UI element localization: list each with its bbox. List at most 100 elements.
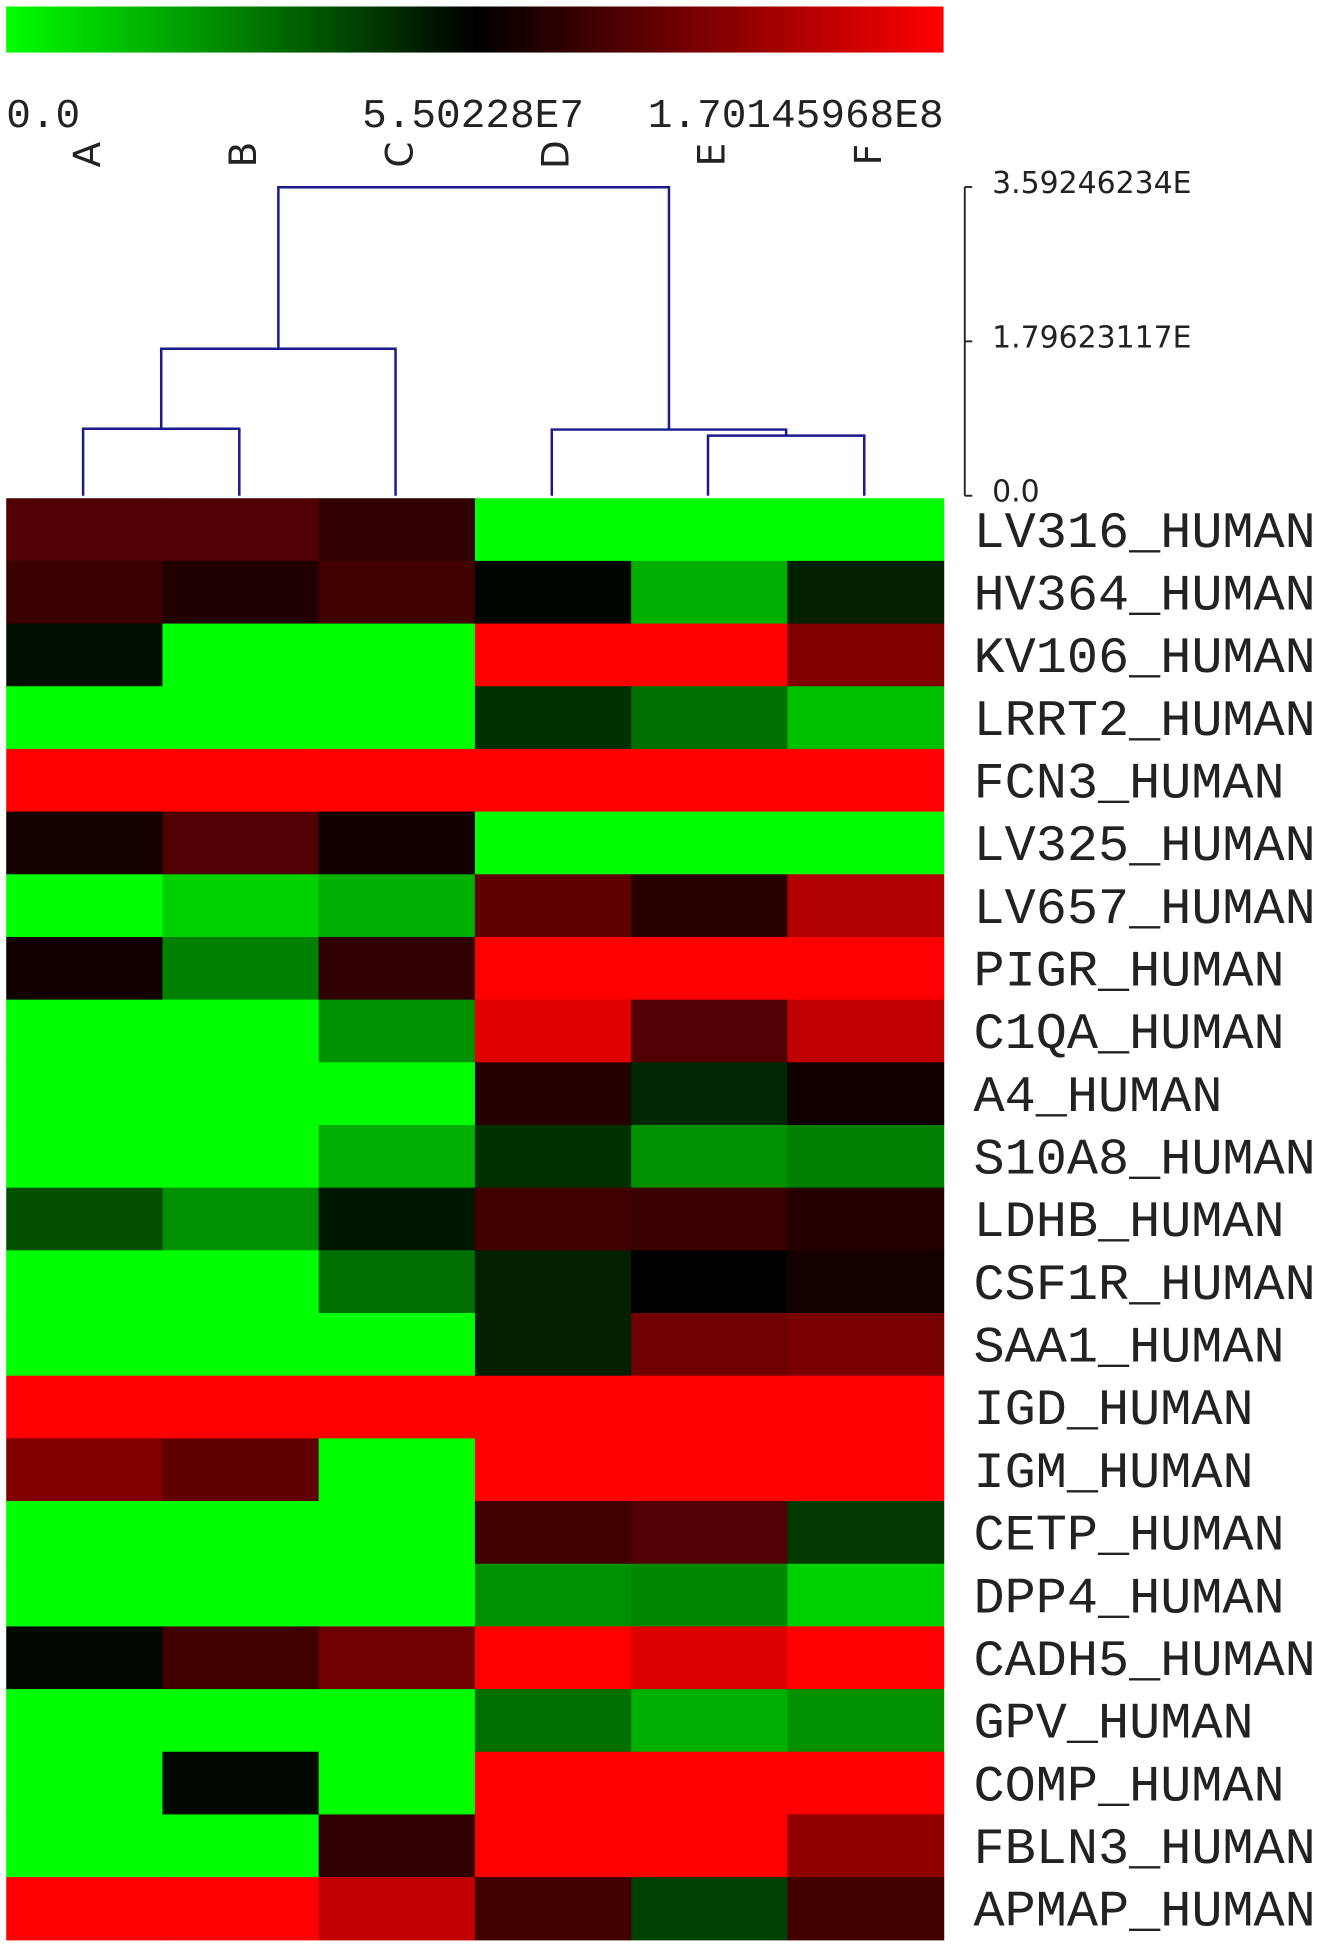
heatmap-cell xyxy=(631,1877,788,1941)
colorbar-label: 0.0 xyxy=(6,94,80,140)
heatmap-cell xyxy=(787,1375,945,1439)
heatmap-cell xyxy=(6,874,164,938)
heatmap-cell xyxy=(631,1375,788,1439)
row-label: GPV_HUMAN xyxy=(973,1697,1253,1754)
heatmap-cell xyxy=(474,748,632,813)
heatmap-cell xyxy=(631,1501,788,1565)
heatmap-cell xyxy=(631,623,788,687)
column-label: D xyxy=(534,140,578,169)
row-label: APMAP_HUMAN xyxy=(973,1885,1315,1942)
heatmap-cell xyxy=(787,686,945,750)
row-label: KV106_HUMAN xyxy=(973,631,1315,688)
heatmap-cell xyxy=(6,748,164,813)
row-label: C1QA_HUMAN xyxy=(973,1007,1284,1064)
heatmap-cell xyxy=(162,686,320,750)
heatmap-cell xyxy=(787,560,945,625)
heatmap-cell xyxy=(474,811,632,875)
row-label: LRRT2_HUMAN xyxy=(973,694,1315,751)
heatmap-cell xyxy=(6,1187,164,1251)
heatmap-cell xyxy=(318,936,476,1001)
heatmap-cell xyxy=(6,1814,164,1878)
heatmap-cell xyxy=(162,1501,320,1565)
heatmap-cell xyxy=(318,1751,476,1816)
heatmap-cell xyxy=(474,1689,632,1753)
dendrogram-link xyxy=(706,434,866,496)
heatmap-cell xyxy=(6,1563,164,1628)
heatmap-cell xyxy=(474,1751,632,1816)
row-label: IGD_HUMAN xyxy=(973,1383,1253,1440)
heatmap-cell xyxy=(162,874,320,938)
heatmap-cell xyxy=(474,1187,632,1251)
heatmap-cell xyxy=(631,1250,788,1314)
heatmap-cell xyxy=(474,1124,632,1189)
heatmap-cell xyxy=(162,1438,320,1502)
heatmap-cell xyxy=(6,999,164,1063)
scale-label: 1.79623117E xyxy=(992,320,1191,355)
heatmap-cell xyxy=(474,623,632,687)
heatmap-cell xyxy=(631,1814,788,1878)
heatmap-cell xyxy=(318,811,476,875)
heatmap-cell xyxy=(6,623,164,687)
heatmap-cell xyxy=(787,1438,945,1502)
heatmap-cell xyxy=(6,811,164,875)
heatmap-cell xyxy=(318,1689,476,1753)
heatmap-cell xyxy=(474,936,632,1001)
heatmap-cell xyxy=(6,936,164,1001)
heatmap-cell xyxy=(787,1877,945,1941)
row-label: A4_HUMAN xyxy=(973,1070,1222,1127)
row-label: PIGR_HUMAN xyxy=(973,945,1284,1002)
heatmap-cell xyxy=(162,936,320,1001)
heatmap-cell xyxy=(474,999,632,1063)
heatmap-cell xyxy=(318,1877,476,1941)
heatmap-cell xyxy=(631,1438,788,1502)
heatmap-cell xyxy=(631,874,788,938)
heatmap-cell xyxy=(787,811,945,875)
row-label: LDHB_HUMAN xyxy=(973,1195,1284,1252)
heatmap-cell xyxy=(474,560,632,625)
dendrogram-link xyxy=(81,427,241,496)
heatmap-cell xyxy=(6,498,164,562)
row-label: CADH5_HUMAN xyxy=(973,1634,1315,1691)
heatmap-cell xyxy=(162,1250,320,1314)
column-label: E xyxy=(690,143,734,167)
row-label: COMP_HUMAN xyxy=(973,1759,1284,1816)
heatmap-cell xyxy=(6,1250,164,1314)
heatmap-cell xyxy=(162,1375,320,1439)
heatmap-cell xyxy=(162,560,320,625)
heatmap-cell xyxy=(787,748,945,813)
row-label: LV316_HUMAN xyxy=(973,506,1315,563)
heatmap-cell xyxy=(318,1375,476,1439)
row-label: S10A8_HUMAN xyxy=(973,1133,1315,1190)
heatmap-cell xyxy=(162,999,320,1063)
heatmap-cell xyxy=(787,1124,945,1189)
heatmap-cell xyxy=(6,1375,164,1439)
heatmap-cell xyxy=(6,1626,164,1690)
heatmap-cell xyxy=(787,623,945,687)
heatmap-cell xyxy=(318,623,476,687)
heatmap-cell xyxy=(318,999,476,1063)
heatmap-cell xyxy=(6,1751,164,1816)
heatmap-cell xyxy=(787,874,945,938)
dendrogram-link xyxy=(277,185,671,430)
heatmap-cell xyxy=(474,1563,632,1628)
heatmap-cell xyxy=(631,1626,788,1690)
heatmap-cell xyxy=(162,623,320,687)
heatmap-cell xyxy=(474,1438,632,1502)
heatmap-cell xyxy=(162,811,320,875)
heatmap-cell xyxy=(318,1626,476,1690)
heatmap-cell xyxy=(162,1313,320,1377)
heatmap-cell xyxy=(162,1187,320,1251)
heatmap-cell xyxy=(474,1814,632,1878)
heatmap-cell xyxy=(631,560,788,625)
heatmap-cell xyxy=(162,1689,320,1753)
dendrogram-link xyxy=(550,428,788,496)
heatmap-cell xyxy=(318,1563,476,1628)
heatmap-cell xyxy=(318,1814,476,1878)
column-label: F xyxy=(846,144,890,165)
heatmap-cell xyxy=(6,1689,164,1753)
heatmap-cell xyxy=(787,1062,945,1126)
heatmap-cell xyxy=(787,498,945,562)
heatmap-cell xyxy=(631,811,788,875)
